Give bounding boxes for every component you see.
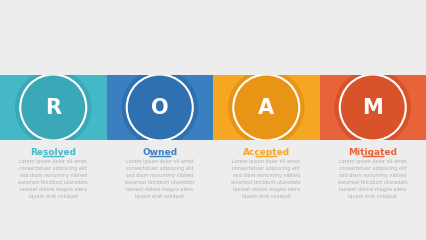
Text: Lorem ipsum dolor sit amet
consectetuer adipiscing elit
sed diam nonummy nibhed
: Lorem ipsum dolor sit amet consectetuer …	[338, 159, 408, 199]
Bar	[0, 140, 426, 240]
Text: ROAM Risk Management: ROAM Risk Management	[117, 10, 309, 24]
Text: M: M	[363, 97, 383, 118]
Circle shape	[335, 70, 411, 145]
Text: Lorem ipsum dolor sit amet
consectetuer adipiscing elit
sed diam nonummy nibhed
: Lorem ipsum dolor sit amet consectetuer …	[18, 159, 88, 199]
Circle shape	[15, 70, 91, 145]
Bar	[106, 75, 213, 140]
Circle shape	[228, 70, 304, 145]
Bar	[213, 75, 320, 140]
Text: A: A	[258, 97, 274, 118]
Bar	[320, 75, 426, 140]
Text: Mitigated: Mitigated	[348, 148, 397, 157]
Bar	[0, 0, 426, 75]
Bar	[0, 0, 426, 75]
Text: A: A	[258, 97, 274, 118]
Circle shape	[15, 70, 91, 145]
Text: O: O	[151, 97, 169, 118]
Bar	[0, 140, 426, 240]
Text: R: R	[45, 97, 61, 118]
Circle shape	[122, 70, 198, 145]
Text: Lorem ipsum dolor sit amet, consectetuer adipiscing elit, sed diam nonummy nibh : Lorem ipsum dolor sit amet, consectetuer…	[60, 22, 366, 34]
Circle shape	[335, 70, 411, 145]
Circle shape	[122, 70, 198, 145]
Text: O: O	[151, 97, 169, 118]
Circle shape	[335, 70, 411, 145]
Circle shape	[228, 70, 304, 145]
Text: Lorem ipsum dolor sit amet
consectetuer adipiscing elit
sed diam nonummy nibhed
: Lorem ipsum dolor sit amet consectetuer …	[231, 159, 301, 199]
Circle shape	[122, 70, 198, 145]
Circle shape	[15, 70, 91, 145]
Text: Resolved: Resolved	[30, 148, 76, 157]
Bar	[0, 75, 106, 140]
Text: Owned: Owned	[142, 148, 177, 157]
Circle shape	[228, 70, 304, 145]
Text: Accepted: Accepted	[243, 148, 290, 157]
Text: Lorem ipsum dolor sit amet
consectetuer adipiscing elit
sed diam nonummy nibhed
: Lorem ipsum dolor sit amet consectetuer …	[125, 159, 195, 199]
Text: M: M	[363, 97, 383, 118]
Text: R: R	[45, 97, 61, 118]
